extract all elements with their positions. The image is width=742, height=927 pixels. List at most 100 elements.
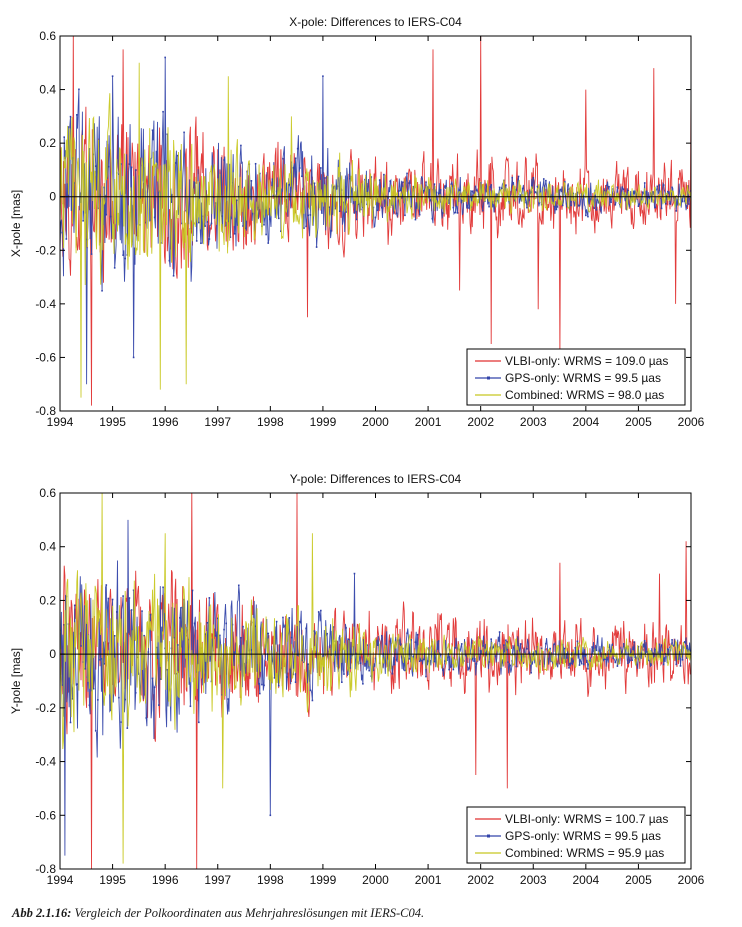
data-point	[118, 173, 120, 175]
data-point	[309, 214, 312, 216]
data-point	[658, 184, 661, 186]
data-point	[288, 183, 291, 186]
data-point	[233, 651, 236, 653]
data-point	[643, 182, 646, 184]
data-point	[139, 686, 141, 689]
data-point	[115, 611, 118, 613]
data-point	[143, 634, 145, 637]
data-point	[227, 220, 230, 223]
data-point	[242, 225, 244, 227]
data-point	[479, 650, 482, 652]
data-point	[641, 191, 644, 194]
data-point	[181, 606, 183, 609]
data-point	[231, 623, 234, 626]
data-point	[128, 597, 131, 599]
data-point	[679, 665, 682, 667]
data-point	[406, 632, 408, 635]
data-point	[460, 199, 463, 202]
data-point	[345, 211, 347, 213]
x-tick-label: 2002	[467, 873, 494, 887]
data-point	[414, 641, 417, 644]
data-point	[160, 678, 162, 680]
data-point	[198, 221, 200, 224]
data-point	[381, 635, 383, 637]
data-point	[608, 185, 610, 188]
data-point	[542, 178, 545, 180]
data-point	[423, 189, 425, 192]
data-point	[225, 224, 227, 227]
data-point	[330, 654, 333, 656]
data-point	[244, 227, 246, 230]
data-point	[566, 205, 568, 208]
data-point	[370, 675, 373, 677]
data-point	[261, 683, 263, 686]
data-point	[97, 207, 99, 210]
data-point	[223, 628, 225, 631]
data-point	[652, 652, 654, 655]
legend-label-2: GPS-only: WRMS = 99.5 µas	[505, 371, 661, 385]
data-point	[566, 657, 568, 659]
data-point	[444, 660, 446, 662]
data-point	[181, 222, 183, 225]
data-point	[606, 656, 608, 659]
y-tick-label: 0.6	[39, 486, 56, 500]
data-point	[343, 201, 345, 204]
data-point	[275, 190, 278, 193]
data-point	[231, 181, 234, 184]
data-point	[349, 177, 352, 180]
data-point	[387, 197, 389, 199]
data-point	[559, 188, 562, 191]
data-point	[511, 176, 514, 179]
data-point	[526, 647, 528, 650]
data-point	[164, 56, 166, 59]
data-point	[683, 200, 686, 202]
data-point	[408, 658, 410, 660]
data-point	[370, 176, 373, 178]
data-point	[63, 624, 66, 626]
data-point	[88, 704, 91, 707]
data-point	[179, 617, 181, 619]
data-point	[204, 633, 206, 635]
data-point	[362, 206, 364, 208]
series-line-3	[60, 62, 691, 398]
data-point	[515, 665, 518, 668]
data-point	[635, 657, 638, 660]
caption-label: Abb 2.1.16:	[12, 906, 72, 920]
data-point	[71, 698, 74, 700]
y-tick-label: -0.4	[35, 755, 56, 769]
legend-label-2: GPS-only: WRMS = 99.5 µas	[505, 829, 661, 843]
data-point	[402, 181, 404, 184]
data-point	[383, 652, 385, 655]
data-point	[223, 159, 225, 161]
data-point	[399, 643, 402, 646]
legend: VLBI-only: WRMS = 109.0 µas GPS-only: WRM…	[466, 348, 686, 406]
data-point	[189, 705, 192, 708]
data-point	[578, 664, 581, 666]
data-point	[660, 644, 663, 646]
data-point	[216, 617, 219, 620]
data-point	[448, 668, 450, 671]
data-point	[364, 665, 366, 667]
data-point	[431, 217, 434, 220]
data-point	[317, 611, 320, 613]
data-point	[427, 660, 429, 662]
x-tick-label: 2005	[625, 415, 652, 429]
data-point	[296, 654, 299, 657]
data-point	[519, 194, 522, 196]
data-point	[404, 214, 406, 217]
data-point	[113, 267, 116, 269]
data-point	[315, 652, 318, 655]
data-point	[78, 632, 80, 635]
data-point	[688, 203, 690, 205]
data-point	[210, 222, 213, 225]
data-point	[671, 186, 673, 189]
chart-title: Y-pole: Differences to IERS-C04	[290, 472, 462, 486]
data-point	[521, 187, 524, 190]
data-point	[141, 610, 143, 612]
data-point	[92, 687, 95, 690]
data-point	[153, 216, 156, 219]
y-tick-label: 0.4	[39, 540, 56, 554]
data-point	[473, 660, 476, 663]
data-point	[582, 663, 585, 666]
data-point	[498, 186, 501, 189]
